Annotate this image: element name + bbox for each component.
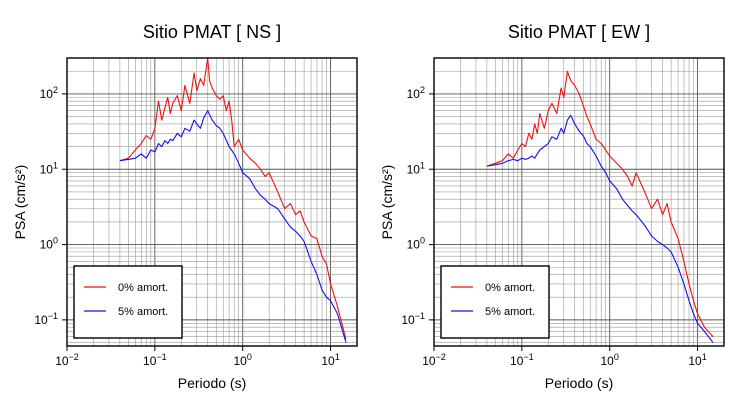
plot-frame (433, 57, 725, 347)
y-tick-exponent: 0 (53, 236, 58, 246)
series-line-0 (119, 58, 347, 340)
series-line-1 (119, 110, 347, 343)
gridlines (67, 58, 357, 346)
y-tick-label: 102 (40, 85, 58, 101)
y-tick-exponent: 2 (53, 85, 58, 95)
y-tick-label: 101 (407, 160, 425, 176)
legend-label-0: 0% amort. (485, 282, 535, 294)
x-tick-exponent: −2 (69, 352, 79, 362)
series-lines (486, 70, 714, 343)
y-tick-exponent: 0 (420, 236, 425, 246)
x-tick-label: 101 (321, 352, 339, 368)
x-tick-label: 10−2 (422, 352, 446, 368)
x-axis-label: Periodo (s) (178, 375, 246, 391)
x-tick-label: 100 (601, 352, 619, 368)
x-tick-exponent: 0 (247, 352, 252, 362)
x-tick-label: 10−1 (143, 352, 167, 368)
x-tick-exponent: −1 (156, 352, 166, 362)
series-lines (119, 58, 347, 343)
x-tick-exponent: 1 (702, 352, 707, 362)
x-tick-label: 101 (688, 352, 706, 368)
x-tick-exponent: −2 (436, 352, 446, 362)
y-tick-exponent: −1 (48, 311, 58, 321)
series-line-0 (486, 70, 714, 337)
legend-label-1: 5% amort. (485, 306, 535, 318)
legend-label-1: 5% amort. (118, 306, 168, 318)
x-tick-label: 100 (234, 352, 252, 368)
series-line-1 (486, 114, 714, 343)
x-tick-exponent: 1 (335, 352, 340, 362)
chart-title: Sitio PMAT [ EW ] (508, 22, 650, 42)
y-tick-exponent: 1 (420, 160, 425, 170)
y-tick-label: 100 (40, 236, 58, 252)
y-tick-label: 101 (40, 160, 58, 176)
legend-label-0: 0% amort. (118, 282, 168, 294)
legend-box (73, 265, 183, 339)
legend: 0% amort. 5% amort. (440, 265, 550, 339)
x-tick-label: 10−2 (55, 352, 79, 368)
y-axis-label: PSA (cm/s²) (379, 165, 395, 240)
legend: 0% amort. 5% amort. (73, 265, 183, 339)
y-tick-label: 102 (407, 85, 425, 101)
y-tick-exponent: −1 (415, 311, 425, 321)
y-tick-label: 10−1 (401, 311, 425, 327)
y-axis-label: PSA (cm/s²) (12, 165, 28, 240)
y-tick-exponent: 2 (420, 85, 425, 95)
x-axis-label: Periodo (s) (545, 375, 613, 391)
y-tick-label: 10−1 (34, 311, 58, 327)
y-tick-exponent: 1 (53, 160, 58, 170)
legend-box (440, 265, 550, 339)
x-tick-exponent: 0 (614, 352, 619, 362)
y-tick-label: 100 (407, 236, 425, 252)
x-tick-exponent: −1 (523, 352, 533, 362)
x-tick-label: 10−1 (510, 352, 534, 368)
plot-frame (66, 57, 358, 347)
chart-title: Sitio PMAT [ NS ] (143, 22, 281, 42)
